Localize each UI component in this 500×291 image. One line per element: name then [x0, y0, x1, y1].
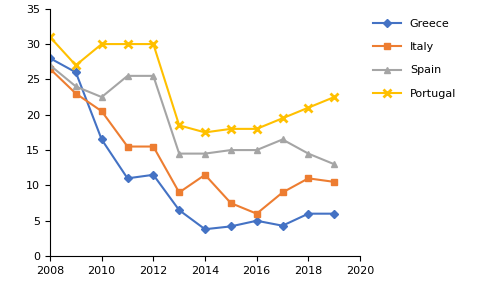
Italy: [254, 212, 260, 215]
Italy: [176, 191, 182, 194]
Spain: [47, 63, 53, 67]
Greece: [202, 228, 208, 231]
Portugal: [47, 35, 53, 39]
Spain: [73, 85, 79, 88]
Italy: [47, 67, 53, 70]
Line: Spain: Spain: [46, 62, 338, 168]
Portugal: [98, 42, 104, 46]
Spain: [306, 152, 312, 155]
Greece: [306, 212, 312, 215]
Portugal: [202, 131, 208, 134]
Italy: [331, 180, 337, 184]
Greece: [98, 138, 104, 141]
Greece: [254, 219, 260, 223]
Portugal: [280, 116, 285, 120]
Greece: [331, 212, 337, 215]
Spain: [150, 74, 156, 78]
Greece: [47, 56, 53, 60]
Greece: [150, 173, 156, 177]
Spain: [331, 162, 337, 166]
Legend: Greece, Italy, Spain, Portugal: Greece, Italy, Spain, Portugal: [368, 14, 460, 103]
Spain: [280, 138, 285, 141]
Spain: [228, 148, 234, 152]
Italy: [306, 177, 312, 180]
Portugal: [73, 63, 79, 67]
Italy: [150, 145, 156, 148]
Portugal: [331, 95, 337, 99]
Spain: [176, 152, 182, 155]
Line: Portugal: Portugal: [46, 33, 339, 136]
Spain: [124, 74, 130, 78]
Portugal: [176, 124, 182, 127]
Italy: [280, 191, 285, 194]
Italy: [124, 145, 130, 148]
Greece: [176, 208, 182, 212]
Portugal: [254, 127, 260, 131]
Portugal: [306, 106, 312, 109]
Line: Greece: Greece: [47, 55, 337, 232]
Italy: [98, 109, 104, 113]
Spain: [98, 95, 104, 99]
Greece: [280, 224, 285, 228]
Spain: [254, 148, 260, 152]
Portugal: [124, 42, 130, 46]
Spain: [202, 152, 208, 155]
Greece: [124, 177, 130, 180]
Greece: [228, 225, 234, 228]
Portugal: [150, 42, 156, 46]
Line: Italy: Italy: [47, 66, 337, 217]
Greece: [73, 71, 79, 74]
Italy: [73, 92, 79, 95]
Italy: [202, 173, 208, 177]
Portugal: [228, 127, 234, 131]
Italy: [228, 201, 234, 205]
